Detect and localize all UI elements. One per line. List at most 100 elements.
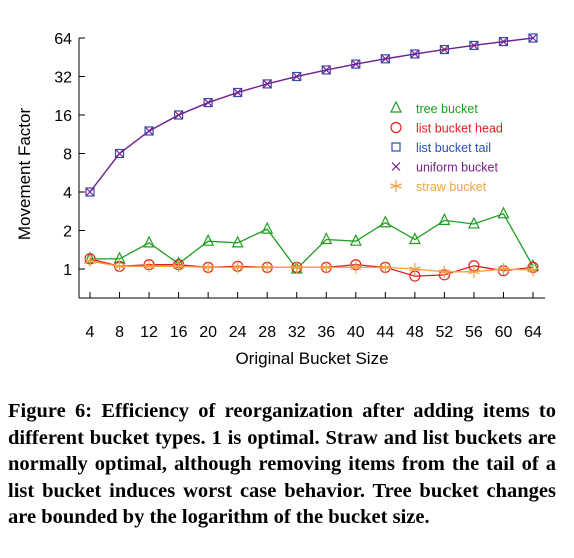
x-tick-label: 44 xyxy=(376,324,394,341)
x-tick-label: 16 xyxy=(170,324,188,341)
x-tick-label: 4 xyxy=(86,324,95,341)
data-point-straw-bucket xyxy=(527,264,539,277)
data-point-tree-bucket xyxy=(261,221,274,234)
data-point-list-bucket-tail xyxy=(292,71,302,82)
series-line-tree-bucket xyxy=(90,213,534,270)
data-point-list-bucket-tail xyxy=(144,126,154,136)
data-point-uniform-bucket xyxy=(233,88,243,97)
x-tick-label: 52 xyxy=(436,324,454,341)
data-point-straw-bucket xyxy=(231,261,244,274)
y-axis-label: Movement Factor xyxy=(15,108,34,241)
x-tick-label: 48 xyxy=(406,324,424,341)
data-point-uniform-bucket xyxy=(262,79,272,89)
y-tick-label: 32 xyxy=(54,70,72,87)
data-point-tree-bucket xyxy=(379,215,392,228)
axes xyxy=(78,38,545,299)
data-point-uniform-bucket xyxy=(144,126,154,136)
data-point-straw-bucket xyxy=(113,260,126,273)
x-tick-label: 8 xyxy=(115,324,124,341)
x-tick-label: 56 xyxy=(465,324,483,341)
legend-label-straw-bucket: straw bucket xyxy=(416,180,487,194)
data-point-uniform-bucket xyxy=(203,98,213,108)
legend-label-list-bucket-head: list bucket head xyxy=(416,122,503,136)
y-tick-label: 4 xyxy=(63,185,72,202)
data-point-tree-bucket xyxy=(467,216,480,229)
y-tick-label: 8 xyxy=(63,147,72,164)
data-point-straw-bucket xyxy=(84,255,96,268)
x-tick-label: 24 xyxy=(229,324,247,341)
data-point-straw-bucket xyxy=(438,265,451,278)
series-tree-bucket xyxy=(84,206,539,274)
legend-marker-uniform-bucket xyxy=(391,162,401,171)
data-point-uniform-bucket xyxy=(499,37,508,47)
figure-caption: Figure 6: Efficiency of reorganization a… xyxy=(8,400,556,528)
data-point-uniform-bucket xyxy=(115,149,124,158)
data-point-list-bucket-tail xyxy=(321,65,331,75)
data-point-uniform-bucket xyxy=(174,110,184,120)
data-point-list-bucket-tail xyxy=(203,98,213,108)
data-point-tree-bucket xyxy=(231,235,244,248)
data-point-uniform-bucket xyxy=(410,49,420,59)
data-point-tree-bucket xyxy=(497,206,510,219)
legend-marker-straw-bucket xyxy=(390,180,402,192)
data-point-list-bucket-tail xyxy=(380,54,390,64)
data-point-straw-bucket xyxy=(379,261,392,274)
x-tick-label: 20 xyxy=(199,324,217,341)
x-tick-label: 28 xyxy=(258,324,276,341)
data-point-list-bucket-tail xyxy=(233,87,243,98)
data-point-straw-bucket xyxy=(291,261,303,274)
legend-label-uniform-bucket: uniform bucket xyxy=(416,161,499,175)
series-line-uniform-bucket xyxy=(89,37,534,193)
data-point-straw-bucket xyxy=(143,260,155,273)
data-point-straw-bucket xyxy=(497,263,510,275)
x-tick-label: 40 xyxy=(347,324,365,341)
x-tick-label: 32 xyxy=(288,324,306,341)
data-point-list-bucket-tail xyxy=(114,148,125,159)
data-point-straw-bucket xyxy=(261,261,273,274)
legend-label-tree-bucket: tree bucket xyxy=(416,102,478,116)
data-point-list-bucket-tail xyxy=(351,59,361,69)
data-point-uniform-bucket xyxy=(351,59,361,69)
legend-marker-tree-bucket xyxy=(390,100,402,113)
data-point-tree-bucket xyxy=(143,235,156,248)
y-tick-label: 64 xyxy=(54,31,72,48)
data-point-uniform-bucket xyxy=(469,40,479,50)
data-point-list-bucket-tail xyxy=(262,79,272,89)
data-point-uniform-bucket xyxy=(380,54,390,64)
data-point-straw-bucket xyxy=(202,261,214,274)
data-point-tree-bucket xyxy=(349,233,362,246)
legend-label-list-bucket-tail: list bucket tail xyxy=(416,141,491,155)
y-tick-label: 1 xyxy=(63,262,72,279)
x-tick-label: 60 xyxy=(495,324,513,341)
series-uniform-bucket xyxy=(85,33,538,197)
data-point-tree-bucket xyxy=(202,233,215,246)
x-axis-label: Original Bucket Size xyxy=(235,349,388,368)
x-tick-label: 12 xyxy=(140,324,158,341)
data-point-straw-bucket xyxy=(350,261,362,274)
data-point-uniform-bucket xyxy=(439,45,449,54)
series-layer xyxy=(84,33,539,282)
data-point-tree-bucket xyxy=(438,213,451,225)
data-point-uniform-bucket xyxy=(528,33,538,43)
data-point-straw-bucket xyxy=(320,261,332,274)
y-ticks: 1 2 4 8 16 32 64 xyxy=(54,31,85,279)
data-point-straw-bucket xyxy=(172,260,185,273)
data-point-list-bucket-tail xyxy=(174,110,184,120)
series-straw-bucket xyxy=(84,255,539,278)
data-point-uniform-bucket xyxy=(321,65,331,75)
data-point-tree-bucket xyxy=(408,232,421,245)
y-tick-label: 16 xyxy=(54,108,72,125)
data-point-straw-bucket xyxy=(468,265,480,278)
legend: tree bucket list bucket head list bucket t… xyxy=(390,100,503,194)
data-point-uniform-bucket xyxy=(85,187,95,197)
x-ticks: 4 8 12 16 20 24 28 32 36 40 44 48 52 56 60 64 xyxy=(86,292,542,341)
legend-marker-list-bucket-tail xyxy=(391,142,401,152)
x-tick-label: 64 xyxy=(524,324,542,341)
data-point-tree-bucket xyxy=(320,232,333,245)
series-line-straw-bucket xyxy=(89,260,534,273)
legend-marker-list-bucket-head xyxy=(390,121,402,134)
data-point-list-bucket-tail xyxy=(85,187,95,197)
x-tick-label: 36 xyxy=(317,324,335,341)
y-tick-label: 2 xyxy=(63,224,72,241)
